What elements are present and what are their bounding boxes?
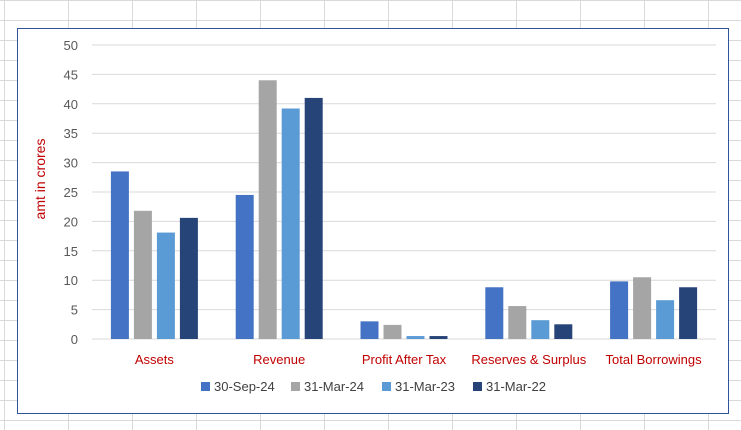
y-axis-title: amt in crores [32, 139, 48, 220]
category-label: Assets [135, 352, 175, 367]
legend-item: 31-Mar-24 [291, 379, 364, 394]
bar [554, 324, 573, 339]
y-tick-label: 25 [64, 185, 78, 200]
bar [429, 336, 448, 339]
category-labels: Assets Revenue Profit After Tax Reserves & … [135, 352, 702, 367]
bar [156, 232, 175, 339]
y-tick-label: 5 [71, 303, 78, 318]
y-tick-label: 30 [64, 156, 78, 171]
bar [633, 277, 652, 339]
category-label: Revenue [253, 352, 305, 367]
bar-chart: 0 5 10 15 20 25 30 35 40 45 50 Assets Revenue Profit… [32, 38, 716, 394]
legend-item: 31-Mar-22 [473, 379, 546, 394]
legend-swatch [201, 382, 210, 391]
bar [679, 287, 698, 339]
bar [281, 108, 300, 339]
bar [179, 217, 198, 339]
bar [258, 80, 277, 339]
category-label: Total Borrowings [606, 352, 703, 367]
legend-label: 30-Sep-24 [214, 379, 275, 394]
bar [360, 321, 379, 339]
y-axis-ticks: 0 5 10 15 20 25 30 35 40 45 50 [64, 38, 78, 347]
legend-swatch [473, 382, 482, 391]
y-tick-label: 50 [64, 38, 78, 53]
bar [656, 300, 675, 339]
y-tick-label: 40 [64, 97, 78, 112]
bar [485, 287, 504, 339]
bar [531, 320, 550, 339]
bar [133, 210, 152, 339]
chart-frame: 0 5 10 15 20 25 30 35 40 45 50 Assets Revenue Profit… [17, 28, 729, 414]
legend-label: 31-Mar-22 [486, 379, 546, 394]
bar [235, 194, 254, 339]
y-tick-label: 20 [64, 214, 78, 229]
legend: 30-Sep-24 31-Mar-24 31-Mar-23 31-Mar-22 [201, 379, 546, 394]
legend-swatch [382, 382, 391, 391]
legend-label: 31-Mar-23 [395, 379, 455, 394]
y-tick-label: 15 [64, 244, 78, 259]
y-tick-label: 45 [64, 67, 78, 82]
category-label: Reserves & Surplus [471, 352, 586, 367]
bar [610, 281, 629, 339]
bars [110, 80, 698, 339]
bar [110, 171, 129, 339]
y-tick-label: 10 [64, 273, 78, 288]
legend-swatch [291, 382, 300, 391]
legend-label: 31-Mar-24 [304, 379, 364, 394]
bar [508, 306, 527, 339]
legend-item: 30-Sep-24 [201, 379, 275, 394]
bar [304, 97, 323, 339]
legend-item: 31-Mar-23 [382, 379, 455, 394]
y-tick-label: 0 [71, 332, 78, 347]
bar [406, 336, 425, 339]
bar [383, 324, 402, 339]
y-tick-label: 35 [64, 126, 78, 141]
category-label: Profit After Tax [362, 352, 447, 367]
